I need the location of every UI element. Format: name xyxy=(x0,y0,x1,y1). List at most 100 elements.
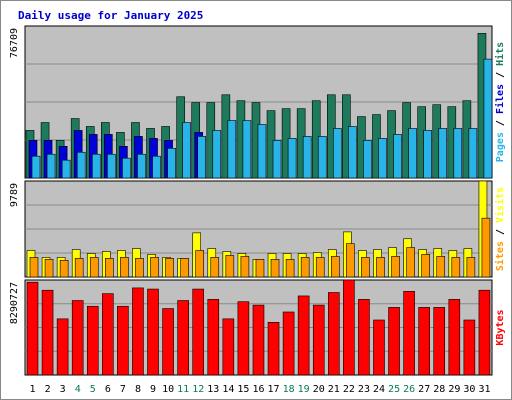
bar-kbytes-day-15 xyxy=(237,301,250,376)
panel-pages-files-hits: 76709 Pages / Files / Hits xyxy=(9,25,506,179)
bar-pages-day-25 xyxy=(393,134,402,179)
bar-sites-day-25 xyxy=(391,256,400,278)
bar-kbytes-day-9 xyxy=(147,288,159,376)
bar-pages-day-20 xyxy=(317,136,327,179)
axis-label-part: Hits xyxy=(494,42,506,66)
bar-sites-day-19 xyxy=(300,257,310,278)
x-tick-day-17: 17 xyxy=(268,384,280,395)
bar-pages-day-13 xyxy=(212,130,222,179)
bar-kbytes-day-13 xyxy=(207,299,220,376)
bar-kbytes-day-2 xyxy=(41,289,54,376)
bar-kbytes-day-21 xyxy=(327,292,340,376)
axis-label-part: Files xyxy=(494,84,506,114)
bar-pages-day-18 xyxy=(287,138,297,179)
x-tick-day-9: 9 xyxy=(150,384,156,395)
bar-kbytes-day-25 xyxy=(388,307,400,376)
bar-kbytes-day-30 xyxy=(463,319,476,376)
axis-label-part: / xyxy=(495,66,506,84)
bar-sites-day-20 xyxy=(315,257,325,278)
bar-sites-day-1 xyxy=(29,257,39,278)
bar-kbytes-day-8 xyxy=(132,287,144,376)
bar-pages-day-1 xyxy=(31,155,41,179)
bar-pages-day-9 xyxy=(152,155,161,179)
x-tick-day-11: 11 xyxy=(177,384,189,395)
bar-sites-day-3 xyxy=(59,260,69,278)
bar-sites-day-4 xyxy=(74,258,84,278)
x-tick-day-22: 22 xyxy=(343,384,355,395)
axis-label-part: / xyxy=(495,223,506,241)
bar-pages-day-16 xyxy=(257,124,267,179)
bar-kbytes-day-5 xyxy=(86,305,99,376)
x-tick-day-1: 1 xyxy=(30,384,36,395)
chart-title: Daily usage for January 2025 xyxy=(18,9,203,22)
bar-kbytes-day-24 xyxy=(373,319,385,376)
bar-sites-day-27 xyxy=(421,254,430,278)
y-max-label: 76709 xyxy=(9,28,20,58)
axis-label-part: Visits xyxy=(494,187,506,223)
x-tick-day-20: 20 xyxy=(313,384,325,395)
axis-label-part: Pages xyxy=(495,132,506,162)
bar-pages-day-21 xyxy=(332,128,342,179)
x-tick-day-21: 21 xyxy=(328,384,340,395)
bar-pages-day-28 xyxy=(438,128,448,179)
x-tick-day-5: 5 xyxy=(90,384,96,395)
axis-label-sites-visits: Sites / Visits xyxy=(494,187,506,271)
bar-kbytes-day-20 xyxy=(312,304,325,376)
bar-sites-day-5 xyxy=(89,257,99,278)
x-tick-day-15: 15 xyxy=(237,384,249,395)
bar-pages-day-19 xyxy=(302,136,312,179)
x-tick-day-23: 23 xyxy=(358,384,370,395)
bar-sites-day-8 xyxy=(135,258,144,278)
x-tick-day-3: 3 xyxy=(60,384,66,395)
bar-pages-day-30 xyxy=(468,128,478,179)
bar-pages-day-15 xyxy=(242,120,252,179)
bar-pages-day-14 xyxy=(227,120,237,179)
bar-kbytes-day-6 xyxy=(102,293,114,376)
bar-kbytes-day-10 xyxy=(162,308,174,376)
x-tick-day-26: 26 xyxy=(403,384,415,395)
bar-sites-day-26 xyxy=(406,247,415,278)
x-tick-day-18: 18 xyxy=(283,384,295,395)
bar-kbytes-day-23 xyxy=(358,299,370,376)
bar-kbytes-day-29 xyxy=(448,299,461,376)
axis-label-part: / xyxy=(495,114,506,132)
bar-kbytes-day-7 xyxy=(117,305,129,376)
bar-pages-day-29 xyxy=(453,128,463,179)
axis-label-kbytes: KBytes xyxy=(495,309,506,345)
bar-kbytes-day-12 xyxy=(192,288,205,376)
bar-pages-day-7 xyxy=(122,157,131,179)
x-tick-day-14: 14 xyxy=(222,384,234,395)
x-tick-day-6: 6 xyxy=(105,384,111,395)
bar-kbytes-day-22 xyxy=(343,279,355,376)
bar-sites-day-18 xyxy=(285,259,295,278)
x-tick-day-16: 16 xyxy=(252,384,264,395)
x-tick-day-27: 27 xyxy=(418,384,430,395)
bar-sites-day-16 xyxy=(255,259,265,278)
bar-sites-day-29 xyxy=(451,257,461,278)
bar-kbytes-day-18 xyxy=(282,311,295,376)
bar-sites-day-11 xyxy=(180,258,189,278)
x-tick-day-10: 10 xyxy=(162,384,174,395)
bar-pages-day-26 xyxy=(408,128,417,179)
x-tick-day-30: 30 xyxy=(463,384,475,395)
x-tick-day-13: 13 xyxy=(207,384,219,395)
bar-pages-day-8 xyxy=(137,153,146,179)
bar-pages-day-24 xyxy=(378,138,387,179)
bar-pages-day-5 xyxy=(91,153,101,179)
x-tick-day-12: 12 xyxy=(192,384,204,395)
bar-kbytes-day-19 xyxy=(297,295,310,376)
bar-kbytes-day-11 xyxy=(177,300,189,376)
bar-sites-day-2 xyxy=(44,259,54,278)
axis-label-part: Sites xyxy=(494,241,506,271)
bar-kbytes-day-16 xyxy=(252,304,265,376)
bar-sites-day-30 xyxy=(466,257,476,278)
bar-sites-day-24 xyxy=(376,257,385,278)
bar-sites-day-7 xyxy=(120,257,129,278)
x-tick-day-24: 24 xyxy=(373,384,385,395)
bar-sites-day-17 xyxy=(270,259,280,278)
bar-kbytes-day-17 xyxy=(267,321,280,376)
bar-sites-day-21 xyxy=(330,256,340,278)
bar-pages-day-31 xyxy=(483,58,493,179)
bar-kbytes-day-31 xyxy=(478,289,491,376)
